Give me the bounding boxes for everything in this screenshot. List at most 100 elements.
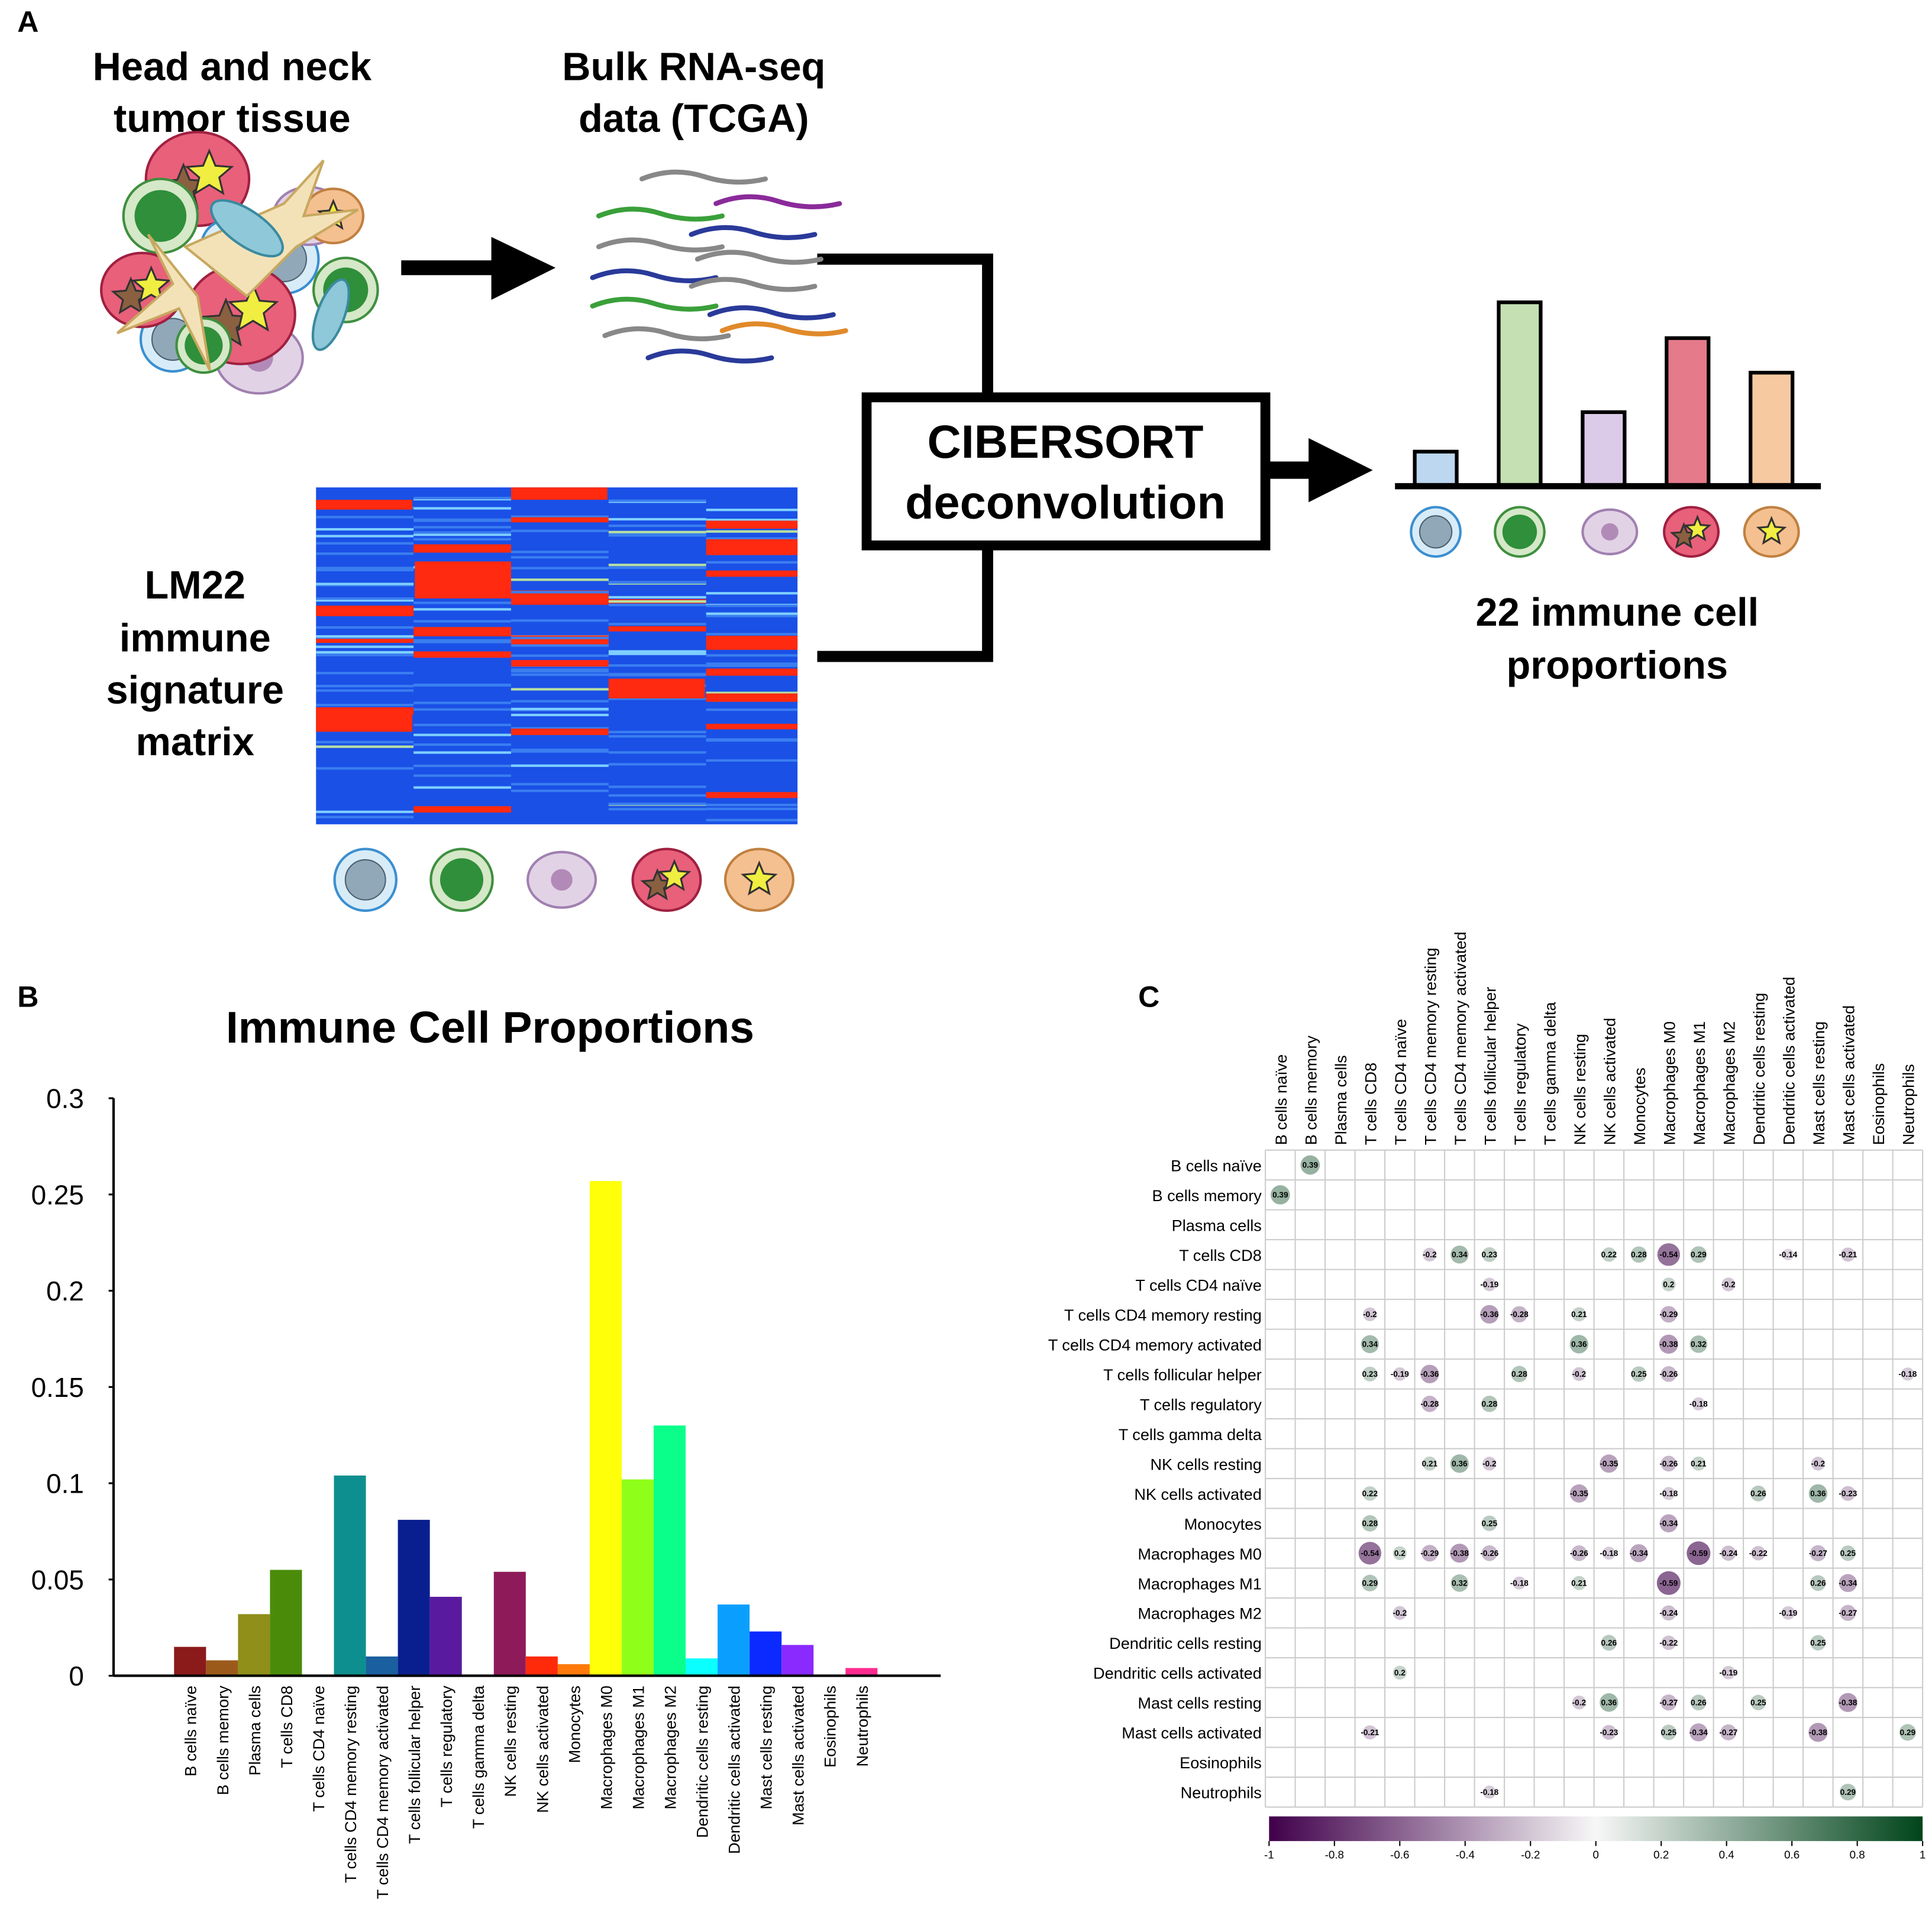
panel-label: C <box>1138 981 1159 1014</box>
stripe <box>316 816 414 818</box>
stripe <box>413 774 511 777</box>
stripe <box>608 517 706 521</box>
cell-value: -0.34 <box>1630 1549 1648 1558</box>
cell-circle <box>1690 1246 1707 1263</box>
cell-value: 0.23 <box>1362 1370 1378 1379</box>
cell-circle <box>1480 1305 1499 1324</box>
cell-value: -0.2 <box>1363 1310 1377 1319</box>
row-label: B cells memory <box>1152 1186 1262 1205</box>
column-label: Mast cells activated <box>1839 1005 1857 1146</box>
stripe <box>316 689 414 692</box>
cell-circle <box>1692 1397 1705 1410</box>
cell-value: -0.19 <box>1719 1668 1737 1677</box>
nucleus <box>1601 523 1618 541</box>
stripe <box>511 668 609 671</box>
cell-value: 0.36 <box>1452 1460 1468 1468</box>
cell-value: -0.38 <box>1659 1340 1678 1349</box>
y-tick-label: 0.15 <box>31 1372 84 1403</box>
stripe <box>706 612 798 615</box>
bar <box>525 1656 558 1676</box>
cell-value: -0.18 <box>1898 1370 1917 1379</box>
stripe <box>413 701 511 704</box>
stripe <box>413 533 511 536</box>
cell-circle <box>1660 1366 1677 1382</box>
stripe <box>511 487 608 500</box>
bar <box>781 1645 814 1676</box>
star <box>657 859 692 891</box>
stripe <box>316 528 414 531</box>
cell-circle <box>1660 1725 1676 1740</box>
cell-circle <box>1808 1723 1828 1742</box>
cell-value: 0.36 <box>1571 1340 1587 1349</box>
stripe <box>706 803 798 807</box>
cell-circle <box>1482 1457 1497 1471</box>
x-tick-label: Macrophages M0 <box>597 1685 615 1809</box>
stripe <box>706 807 798 810</box>
stripe <box>608 785 706 788</box>
stripe <box>316 672 414 675</box>
row-label: T cells CD4 naïve <box>1135 1276 1261 1294</box>
rnaseq-title: Bulk RNA-seq <box>562 46 825 89</box>
cell-value: -0.36 <box>1480 1310 1498 1319</box>
star <box>227 282 279 332</box>
cell-circle <box>1362 1486 1378 1501</box>
cell-value: 0.32 <box>1691 1340 1706 1349</box>
cell-value: 0.2 <box>1394 1549 1406 1558</box>
stripe <box>706 641 798 650</box>
stripe <box>706 693 798 702</box>
cell-circle <box>1750 1486 1766 1502</box>
cell-value: 0.25 <box>1750 1698 1766 1707</box>
row-label: Dendritic cells activated <box>1093 1664 1262 1683</box>
correlation-matrix: B cells naïve B cells memory Plasma cells T… <box>1048 931 1926 1861</box>
stripe <box>511 556 609 559</box>
cell-value: -0.35 <box>1600 1460 1618 1468</box>
cell-circle <box>1631 1366 1647 1382</box>
cell-value: 0.2 <box>1663 1280 1674 1289</box>
stripe <box>413 526 511 529</box>
matrix-title: matrix <box>136 720 254 764</box>
star <box>741 860 778 896</box>
cell-circle <box>1810 1545 1826 1561</box>
cell-circle <box>1601 1635 1617 1651</box>
stripe <box>415 561 511 598</box>
cell-circle <box>1421 1545 1438 1562</box>
colorbar-label: -0.6 <box>1390 1848 1409 1861</box>
stripe <box>413 507 511 510</box>
cell-value: 0.25 <box>1661 1728 1677 1737</box>
x-tick-label: T cells gamma delta <box>469 1685 487 1829</box>
column-label: Macrophages M2 <box>1720 1021 1738 1145</box>
stripe <box>316 535 414 538</box>
x-tick-label: Plasma cells <box>245 1685 264 1775</box>
stripe <box>511 673 609 676</box>
schematic-bar <box>1749 371 1795 487</box>
panel-label: B <box>17 981 38 1014</box>
y-tick-label: 0.1 <box>46 1468 84 1499</box>
stripe <box>413 497 511 500</box>
bar <box>493 1571 526 1676</box>
stripe <box>706 664 798 667</box>
stripe <box>608 499 706 502</box>
stripe <box>608 678 705 698</box>
stripe <box>511 578 609 581</box>
row-label: Macrophages M2 <box>1138 1604 1261 1623</box>
column-label: Plasma cells <box>1332 1055 1350 1145</box>
stripe <box>413 544 511 553</box>
colorbar-label: 0.2 <box>1653 1848 1669 1861</box>
stripe <box>316 636 414 639</box>
stripe <box>511 636 609 639</box>
cell-value: -0.2 <box>1811 1460 1825 1468</box>
bar <box>398 1519 430 1676</box>
stripe <box>511 654 609 657</box>
cell-value: 0.21 <box>1571 1310 1587 1319</box>
cell-value: 0.28 <box>1482 1400 1498 1409</box>
stripe <box>511 727 609 730</box>
stripe <box>608 664 706 667</box>
stripe <box>316 740 414 743</box>
colorbar-label: 0.6 <box>1784 1848 1799 1861</box>
cell-value: -0.2 <box>1482 1460 1496 1468</box>
stripe <box>608 600 706 603</box>
tissue-title: Head and neck <box>93 46 372 89</box>
row-label: T cells gamma delta <box>1119 1425 1262 1444</box>
bar <box>589 1180 622 1676</box>
stripe <box>608 751 706 754</box>
